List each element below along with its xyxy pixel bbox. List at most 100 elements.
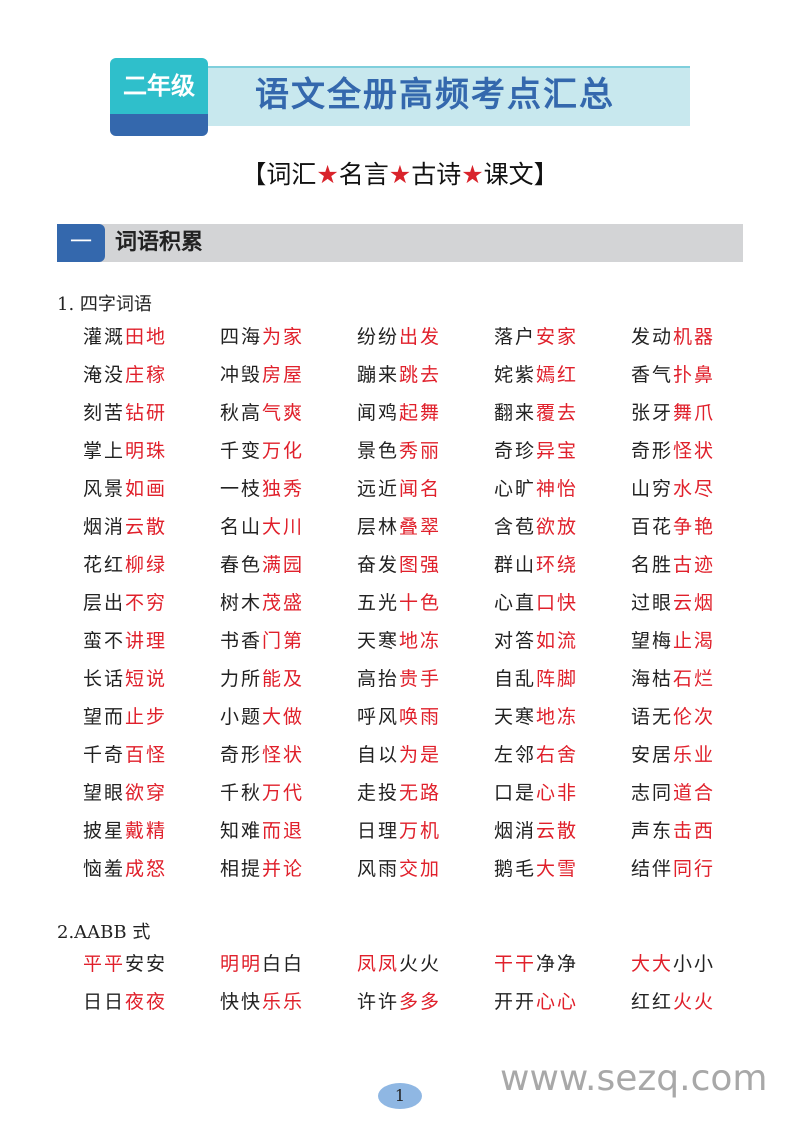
word-part-a: 刻苦 — [83, 402, 126, 424]
word-item: 大大小小 — [631, 952, 715, 976]
word-part-a: 望眼 — [83, 782, 126, 804]
word-part-b: 并论 — [262, 858, 305, 880]
word-part-b: 阵脚 — [536, 668, 579, 690]
subtitle-part: 课文】 — [483, 160, 559, 189]
word-item: 力所能及 — [220, 667, 304, 691]
word-part-b: 不穷 — [125, 592, 168, 614]
word-item: 红红火火 — [631, 990, 715, 1014]
word-item: 凤凤火火 — [357, 952, 441, 976]
word-part-b: 同行 — [673, 858, 716, 880]
word-part-b: 水尽 — [673, 478, 716, 500]
word-part-a: 许许 — [357, 991, 400, 1013]
word-part-a: 望梅 — [631, 630, 674, 652]
word-item: 语无伦次 — [631, 705, 715, 729]
word-item: 冲毁房屋 — [220, 363, 304, 387]
word-part-b: 贵手 — [399, 668, 442, 690]
word-item: 远近闻名 — [357, 477, 441, 501]
word-part-a: 海枯 — [631, 668, 674, 690]
word-part-a: 掌上 — [83, 440, 126, 462]
word-part-a: 平平 — [83, 953, 126, 975]
word-item: 天寒地冻 — [494, 705, 578, 729]
word-part-a: 相提 — [220, 858, 263, 880]
word-part-a: 香气 — [631, 364, 674, 386]
word-item: 奋发图强 — [357, 553, 441, 577]
word-part-a: 百花 — [631, 516, 674, 538]
word-part-b: 门第 — [262, 630, 305, 652]
subtitle-part: 古诗 — [411, 160, 462, 189]
word-part-a: 蹦来 — [357, 364, 400, 386]
word-part-b: 庄稼 — [125, 364, 168, 386]
word-part-a: 长话 — [83, 668, 126, 690]
word-item: 发动机器 — [631, 325, 715, 349]
word-part-b: 秀丽 — [399, 440, 442, 462]
grade-label: 二年级 — [110, 58, 208, 114]
word-part-b: 舞爪 — [673, 402, 716, 424]
word-part-b: 火火 — [673, 991, 716, 1013]
word-part-a: 烟消 — [494, 820, 537, 842]
word-item: 姹紫嫣红 — [494, 363, 578, 387]
star-icon: ★ — [461, 160, 484, 189]
word-part-a: 五光 — [357, 592, 400, 614]
word-part-a: 天寒 — [494, 706, 537, 728]
word-part-a: 名山 — [220, 516, 263, 538]
grade-badge-base — [110, 114, 208, 136]
word-item: 翻来覆去 — [494, 401, 578, 425]
word-part-b: 乐业 — [673, 744, 716, 766]
word-part-b: 安家 — [536, 326, 579, 348]
word-part-a: 层林 — [357, 516, 400, 538]
word-item: 心旷神怡 — [494, 477, 578, 501]
word-part-a: 千奇 — [83, 744, 126, 766]
word-part-b: 钻研 — [125, 402, 168, 424]
word-part-b: 石烂 — [673, 668, 716, 690]
word-part-a: 自以 — [357, 744, 400, 766]
word-item: 奇形怪状 — [631, 439, 715, 463]
word-part-b: 短说 — [125, 668, 168, 690]
word-part-a: 凤凤 — [357, 953, 400, 975]
word-part-a: 心直 — [494, 592, 537, 614]
word-part-b: 百怪 — [125, 744, 168, 766]
word-item: 景色秀丽 — [357, 439, 441, 463]
word-part-a: 千秋 — [220, 782, 263, 804]
word-part-b: 起舞 — [399, 402, 442, 424]
word-part-a: 知难 — [220, 820, 263, 842]
word-part-a: 纷纷 — [357, 326, 400, 348]
word-part-b: 地冻 — [399, 630, 442, 652]
word-part-b: 多多 — [399, 991, 442, 1013]
word-item: 香气扑鼻 — [631, 363, 715, 387]
word-item: 灌溉田地 — [83, 325, 167, 349]
word-part-b: 无路 — [399, 782, 442, 804]
word-part-b: 小小 — [673, 953, 716, 975]
word-part-a: 自乱 — [494, 668, 537, 690]
word-part-b: 云散 — [125, 516, 168, 538]
word-part-a: 群山 — [494, 554, 537, 576]
word-item: 日日夜夜 — [83, 990, 167, 1014]
word-part-a: 安居 — [631, 744, 674, 766]
subtitle-part: 【词汇 — [241, 160, 317, 189]
word-part-b: 机器 — [673, 326, 716, 348]
word-item: 呼风唤雨 — [357, 705, 441, 729]
word-part-b: 云散 — [536, 820, 579, 842]
word-item: 春色满园 — [220, 553, 304, 577]
word-item: 安居乐业 — [631, 743, 715, 767]
aabb-heading: 2.AABB 式 — [57, 922, 151, 943]
star-icon: ★ — [388, 160, 412, 189]
word-part-b: 止步 — [125, 706, 168, 728]
word-part-b: 而退 — [262, 820, 305, 842]
word-part-a: 层出 — [83, 592, 126, 614]
word-part-a: 快快 — [220, 991, 263, 1013]
word-item: 左邻右舍 — [494, 743, 578, 767]
word-part-b: 如画 — [125, 478, 168, 500]
word-part-a: 落户 — [494, 326, 537, 348]
word-part-b: 右舍 — [536, 744, 579, 766]
word-part-a: 走投 — [357, 782, 400, 804]
word-part-b: 击西 — [673, 820, 716, 842]
word-part-a: 望而 — [83, 706, 126, 728]
word-part-b: 万代 — [262, 782, 305, 804]
word-item: 群山环绕 — [494, 553, 578, 577]
word-part-b: 柳绿 — [125, 554, 168, 576]
word-item: 蛮不讲理 — [83, 629, 167, 653]
word-part-a: 对答 — [494, 630, 537, 652]
four-char-heading: 1. 四字词语 — [57, 294, 152, 315]
word-item: 名山大川 — [220, 515, 304, 539]
word-item: 明明白白 — [220, 952, 304, 976]
